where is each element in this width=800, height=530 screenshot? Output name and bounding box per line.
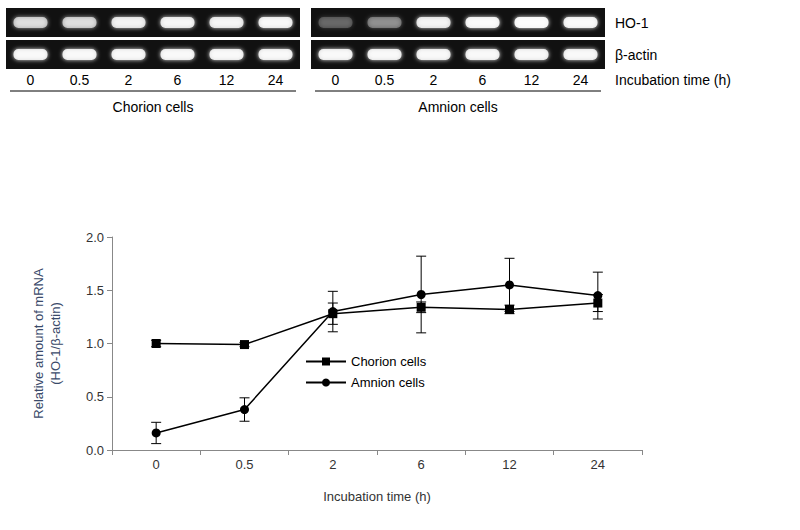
svg-text:HO-1: HO-1 <box>615 15 649 31</box>
svg-text:12: 12 <box>502 457 516 472</box>
svg-text:(HO-1/β-actin): (HO-1/β-actin) <box>48 302 63 385</box>
svg-text:24: 24 <box>268 72 284 88</box>
svg-text:0.5: 0.5 <box>235 457 253 472</box>
svg-text:β-actin: β-actin <box>615 47 657 63</box>
svg-text:2: 2 <box>329 457 336 472</box>
svg-text:Incubation time (h): Incubation time (h) <box>323 489 431 504</box>
svg-text:6: 6 <box>174 72 182 88</box>
svg-text:2: 2 <box>430 72 438 88</box>
svg-text:Incubation time (h): Incubation time (h) <box>615 72 731 88</box>
svg-text:0: 0 <box>153 457 160 472</box>
svg-text:24: 24 <box>573 72 589 88</box>
svg-text:6: 6 <box>418 457 425 472</box>
svg-text:12: 12 <box>524 72 540 88</box>
svg-text:Amnion cells: Amnion cells <box>418 99 497 115</box>
svg-text:12: 12 <box>219 72 235 88</box>
svg-text:Chorion cells: Chorion cells <box>113 99 194 115</box>
svg-text:1.5: 1.5 <box>86 283 104 298</box>
svg-text:Chorion cells: Chorion cells <box>351 354 427 369</box>
svg-text:Relative amount of mRNA: Relative amount of mRNA <box>31 268 46 419</box>
svg-text:2.0: 2.0 <box>86 230 104 245</box>
svg-text:0.5: 0.5 <box>86 389 104 404</box>
svg-text:6: 6 <box>479 72 487 88</box>
svg-text:0.0: 0.0 <box>86 443 104 458</box>
svg-text:0: 0 <box>332 72 340 88</box>
svg-text:Amnion cells: Amnion cells <box>351 375 425 390</box>
svg-text:1.0: 1.0 <box>86 336 104 351</box>
svg-text:0.5: 0.5 <box>375 72 395 88</box>
svg-text:0.5: 0.5 <box>70 72 90 88</box>
svg-text:0: 0 <box>27 72 35 88</box>
svg-text:24: 24 <box>591 457 605 472</box>
svg-text:2: 2 <box>125 72 133 88</box>
